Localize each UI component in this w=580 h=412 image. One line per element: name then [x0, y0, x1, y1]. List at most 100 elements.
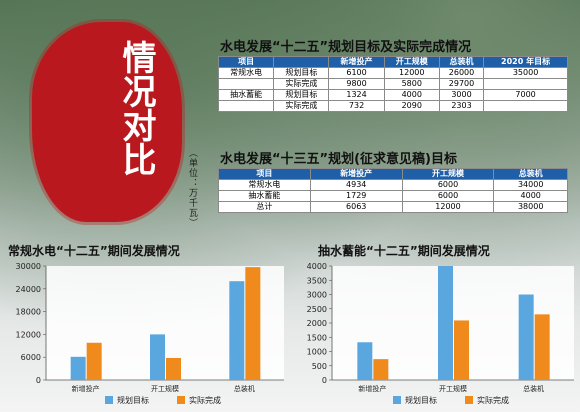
legend-swatch: [393, 396, 401, 404]
table-12-cell: 7000: [483, 89, 568, 101]
table-row: 实际完成 9800 5800 29700: [217, 78, 568, 90]
red-seal: 情况对比: [32, 22, 182, 222]
table-row: 抽水蓄能 1729 6000 4000: [218, 190, 568, 202]
table-row: 抽水蓄能 规划目标 1324 4000 3000 7000: [217, 89, 568, 101]
x-tick-label: 总装机: [523, 384, 544, 393]
y-tick-label: 6000: [21, 353, 41, 362]
y-tick-label: 30000: [16, 262, 41, 271]
y-tick-label: 0: [322, 376, 327, 385]
table-12-cell: 5800: [383, 78, 440, 90]
bar-planned: [438, 266, 453, 380]
table-12-header-cell: 新增投产: [328, 56, 385, 68]
bar-actual: [245, 267, 261, 380]
table-13: 项目 新增投产 开工规模 总装机 常规水电 4934 6000 34000 抽水蓄能 1729 60…: [218, 168, 568, 213]
table-12-cell: 实际完成: [273, 78, 330, 90]
table-12-cell: 12000: [383, 67, 440, 79]
table-12-cell: 4000: [383, 89, 440, 101]
chart2: 0 500 1000 1500 2000 2500 3000 3500 4000 新增投产 开工规模…: [307, 262, 574, 405]
y-tick-label: 0: [36, 376, 41, 385]
y-tick-label: 2500: [307, 305, 327, 314]
chart1: 0 6000 12000 18000 24000 30000 新增投产 开工规模 总装机规划目标…: [16, 262, 284, 405]
bar-actual: [86, 342, 102, 380]
table-13-cell: 抽水蓄能: [218, 190, 311, 202]
table-12-header-cell: 项目: [217, 56, 275, 68]
table-12-header-cell: 总装机: [438, 56, 485, 68]
x-tick-label: 新增投产: [358, 384, 386, 393]
table-13-header-cell: 新增投产: [309, 168, 403, 180]
legend-swatch: [177, 396, 185, 404]
table-12-cell: [483, 100, 568, 112]
table-13-cell: 总计: [218, 201, 311, 213]
table-12-cell: 抽水蓄能: [217, 89, 275, 101]
y-tick-label: 3500: [307, 276, 327, 285]
y-tick-label: 4000: [307, 262, 327, 271]
table-row: 常规水电 规划目标 6100 12000 26000 35000: [217, 67, 568, 79]
table-13-cell: 38000: [493, 201, 568, 213]
table-row: 常规水电 4934 6000 34000: [218, 179, 568, 191]
table-12-title: 水电发展“十二五”规划目标及实际完成情况: [220, 40, 472, 55]
y-tick-label: 1500: [307, 333, 327, 342]
bar-planned: [150, 334, 165, 380]
table-12-cell: [217, 100, 275, 112]
table-12-cell: 29700: [438, 78, 485, 90]
y-tick-label: 1000: [307, 348, 327, 357]
table-12-cell: 实际完成: [273, 100, 330, 112]
bar-actual: [373, 359, 389, 380]
table-13-title: 水电发展“十三五”规划(征求意见稿)目标: [220, 152, 457, 167]
bar-actual: [534, 314, 550, 380]
table-row: 实际完成 732 2090 2303: [217, 100, 568, 112]
table-13-cell: 6063: [309, 201, 403, 213]
table-13-cell: 4934: [309, 179, 403, 191]
bar-planned: [357, 342, 373, 380]
y-tick-label: 12000: [16, 330, 41, 339]
table-12-cell: 常规水电: [217, 67, 275, 79]
unit-note: （单位：万千瓦）: [187, 148, 197, 228]
legend-swatch: [465, 396, 473, 404]
table-12-cell: 35000: [483, 67, 568, 79]
legend-label: 实际完成: [189, 395, 221, 405]
table-12-cell: 3000: [438, 89, 485, 101]
table-12-cell: 9800: [328, 78, 385, 90]
x-tick-label: 新增投产: [72, 384, 100, 393]
bar-planned: [70, 356, 86, 380]
table-12-cell: 732: [328, 100, 385, 112]
table-13-header-cell: 总装机: [493, 168, 568, 180]
bar-actual: [454, 320, 469, 380]
legend-label: 规划目标: [405, 395, 437, 405]
table-13-cell: 6000: [401, 179, 495, 191]
table-13-cell: 4000: [493, 190, 568, 202]
y-tick-label: 24000: [16, 285, 41, 294]
y-tick-label: 500: [312, 362, 327, 371]
table-12-cell: 2090: [383, 100, 440, 112]
legend-label: 规划目标: [117, 395, 149, 405]
chart2-title: 抽水蓄能“十二五”期间发展情况: [318, 244, 490, 258]
table-13-header-cell: 开工规模: [401, 168, 495, 180]
table-12-cell: 1324: [328, 89, 385, 101]
table-13-cell: 1729: [309, 190, 403, 202]
table-12-cell: 6100: [328, 67, 385, 79]
y-tick-label: 2000: [307, 319, 327, 328]
table-12-cell: 2303: [438, 100, 485, 112]
table-13-cell: 6000: [401, 190, 495, 202]
table-12-cell: 规划目标: [273, 89, 330, 101]
bar-actual: [166, 357, 181, 380]
y-tick-label: 18000: [16, 308, 41, 317]
table-13-header-cell: 项目: [218, 168, 311, 180]
seal-title-part1: 情况对比: [116, 40, 156, 176]
x-tick-label: 开工规模: [151, 384, 179, 393]
chart1-title: 常规水电“十二五”期间发展情况: [8, 244, 180, 258]
table-12-cell: [483, 78, 568, 90]
y-tick-label: 3000: [307, 291, 327, 300]
bar-planned: [518, 294, 534, 380]
table-12-cell: 规划目标: [273, 67, 330, 79]
legend-swatch: [105, 396, 113, 404]
table-12-cell: 26000: [438, 67, 485, 79]
bar-planned: [229, 281, 245, 380]
legend-label: 实际完成: [477, 395, 509, 405]
table-12-header-cell: 开工规模: [383, 56, 440, 68]
table-13-cell: 常规水电: [218, 179, 311, 191]
table-row: 总计 6063 12000 38000: [218, 201, 568, 213]
table-13-cell: 12000: [401, 201, 495, 213]
x-tick-label: 开工规模: [439, 384, 467, 393]
x-tick-label: 总装机: [234, 384, 255, 393]
